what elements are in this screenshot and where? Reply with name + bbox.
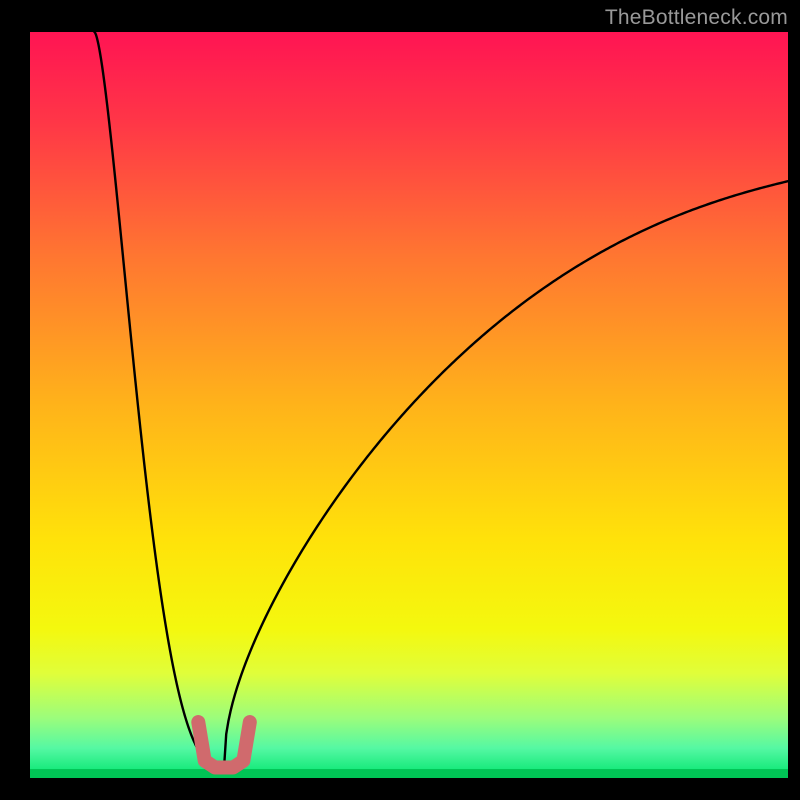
chart-container: TheBottleneck.com xyxy=(0,0,800,800)
plot-svg xyxy=(30,32,788,778)
watermark: TheBottleneck.com xyxy=(605,6,788,30)
plot-area xyxy=(30,32,788,778)
